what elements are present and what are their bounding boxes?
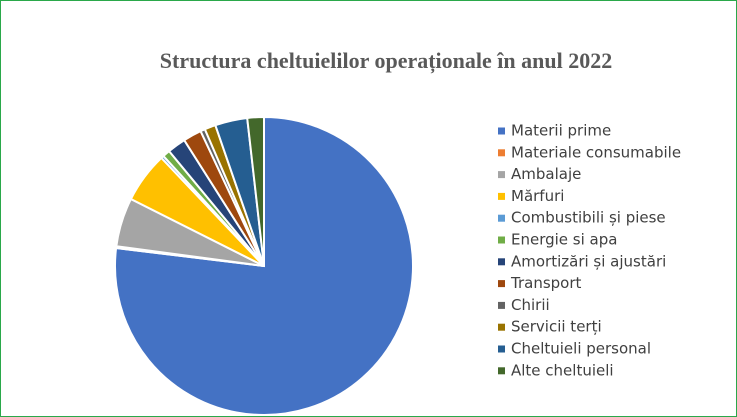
- legend-label: Cheltuieli personal: [511, 340, 651, 358]
- legend-marker: [498, 323, 505, 331]
- legend-marker: [498, 171, 505, 179]
- pie-slice: [246, 115, 265, 267]
- legend-label: Materiale consumabile: [511, 143, 681, 161]
- legend-marker: [498, 127, 505, 135]
- legend-label: Combustibili și piese: [511, 209, 666, 227]
- legend-marker: [498, 301, 505, 309]
- legend-marker: [498, 192, 505, 200]
- chart-title: Structura cheltuielilor operaționale în …: [159, 48, 613, 73]
- legend-label: Amortizări și ajustări: [511, 252, 666, 270]
- legend-label: Energie si apa: [511, 231, 617, 249]
- legend-label: Servicii terți: [511, 318, 602, 336]
- legend-label: Alte cheltuieli: [511, 361, 614, 379]
- legend-marker: [498, 149, 505, 157]
- legend-marker: [498, 280, 505, 288]
- legend-marker: [498, 345, 505, 353]
- legend-label: Chirii: [511, 296, 550, 314]
- legend-label: Transport: [510, 274, 582, 292]
- legend-label: Ambalaje: [511, 165, 581, 183]
- legend-marker: [498, 214, 505, 222]
- legend-marker: [498, 236, 505, 244]
- legend-label: Mărfuri: [511, 187, 564, 205]
- legend-marker: [498, 258, 505, 266]
- legend-label: Materii prime: [511, 122, 611, 140]
- legend-marker: [498, 367, 505, 375]
